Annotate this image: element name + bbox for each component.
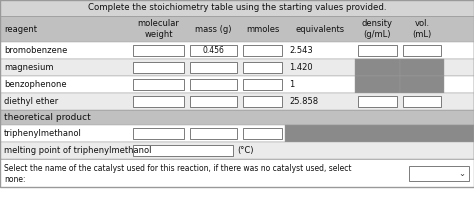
Text: Complete the stoichiometry table using the starting values provided.: Complete the stoichiometry table using t…	[88, 3, 386, 13]
Text: molecular
weight: molecular weight	[137, 19, 180, 39]
Text: 0.456: 0.456	[202, 46, 224, 55]
Bar	[133, 96, 184, 107]
Bar	[243, 128, 282, 139]
Bar	[409, 166, 469, 180]
Bar	[285, 125, 474, 142]
Bar	[355, 76, 400, 93]
Text: mass (g): mass (g)	[195, 24, 232, 33]
Bar	[190, 79, 237, 90]
Bar	[0, 0, 474, 187]
Bar	[190, 128, 237, 139]
Bar	[358, 96, 397, 107]
Text: bromobenzene: bromobenzene	[4, 46, 67, 55]
Text: 1: 1	[289, 80, 294, 89]
Bar	[190, 62, 237, 73]
Text: melting point of triphenylmethanol: melting point of triphenylmethanol	[4, 146, 152, 155]
Bar	[403, 45, 441, 56]
Text: density
(g/mL): density (g/mL)	[362, 19, 393, 39]
Text: 2.543: 2.543	[289, 46, 313, 55]
Bar	[0, 59, 474, 76]
Bar	[403, 96, 441, 107]
Bar	[0, 159, 474, 187]
Bar	[0, 0, 474, 16]
Text: diethyl ether: diethyl ether	[4, 97, 58, 106]
Bar	[133, 45, 184, 56]
Text: Select the name of the catalyst used for this reaction, if there was no catalyst: Select the name of the catalyst used for…	[4, 164, 352, 173]
Bar	[0, 110, 474, 125]
Text: benzophenone: benzophenone	[4, 80, 67, 89]
Text: none:: none:	[4, 175, 26, 184]
Bar	[0, 93, 474, 110]
Text: 25.858: 25.858	[289, 97, 318, 106]
Bar	[355, 59, 400, 76]
Bar	[190, 96, 237, 107]
Bar	[358, 45, 397, 56]
Text: magnesium: magnesium	[4, 63, 54, 72]
Bar	[243, 96, 282, 107]
Bar	[0, 142, 474, 159]
Bar	[133, 145, 233, 156]
Bar	[243, 79, 282, 90]
Text: mmoles: mmoles	[246, 24, 279, 33]
Bar	[133, 62, 184, 73]
Text: ⌄: ⌄	[458, 168, 465, 177]
Text: equivalents: equivalents	[295, 24, 345, 33]
Bar	[400, 76, 444, 93]
Bar	[190, 45, 237, 56]
Text: triphenylmethanol: triphenylmethanol	[4, 129, 82, 138]
Bar	[0, 42, 474, 59]
Bar	[133, 79, 184, 90]
Bar	[243, 62, 282, 73]
Text: (°C): (°C)	[237, 146, 254, 155]
Bar	[0, 16, 474, 42]
Text: reagent: reagent	[4, 24, 37, 33]
Text: theoretical product: theoretical product	[4, 113, 91, 122]
Bar	[243, 45, 282, 56]
Bar	[133, 128, 184, 139]
Bar	[0, 125, 474, 142]
Text: 1.420: 1.420	[289, 63, 313, 72]
Text: vol.
(mL): vol. (mL)	[412, 19, 432, 39]
Bar	[0, 76, 474, 93]
Bar	[400, 59, 444, 76]
